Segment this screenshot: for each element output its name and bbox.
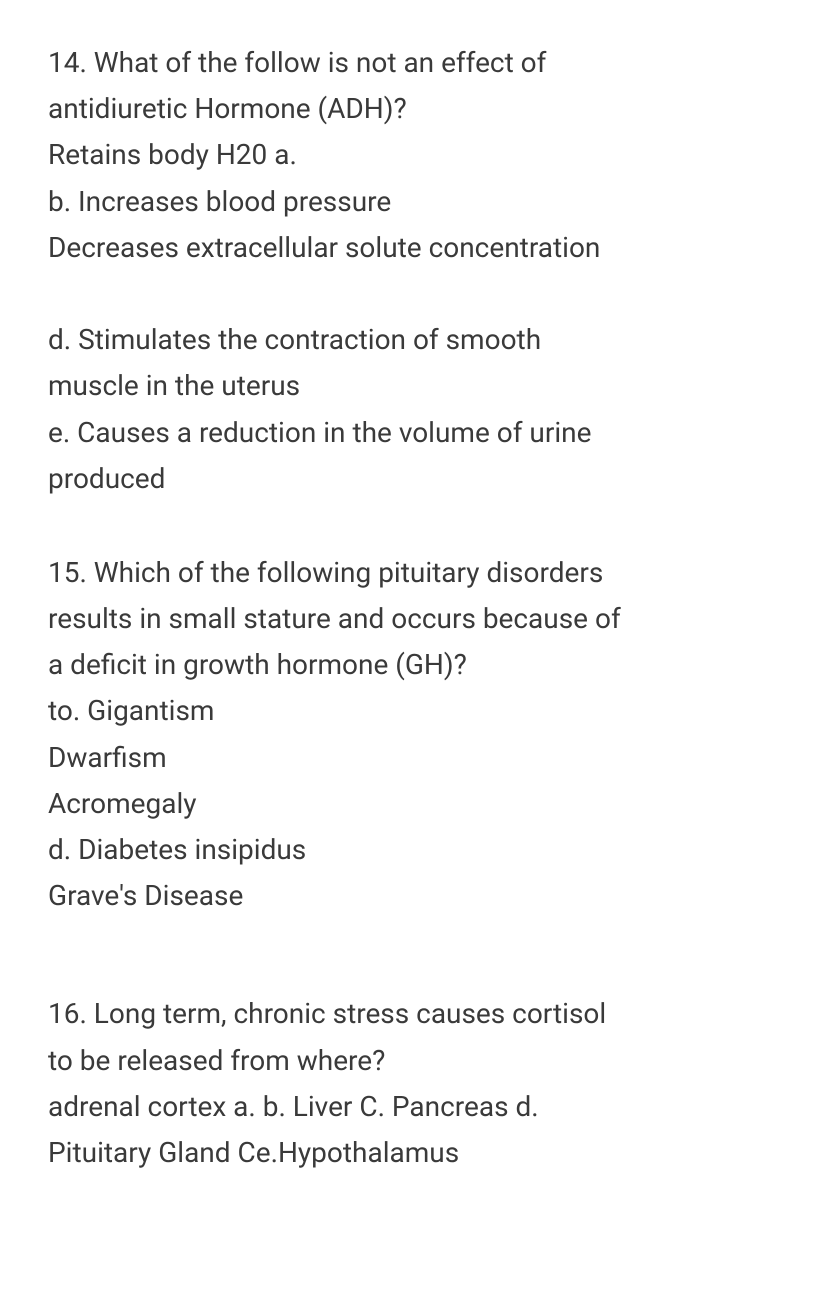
q14-line-1: 14. What of the follow is not an effect … [48, 40, 780, 86]
q14-option-c: Decreases extracellular solute concentra… [48, 225, 780, 271]
question-14: 14. What of the follow is not an effect … [48, 40, 780, 502]
question-15: 15. Which of the following pituitary dis… [48, 550, 780, 920]
q15-option-b: Dwarfism [48, 735, 780, 781]
q15-option-c: Acromegaly [48, 781, 780, 827]
q15-line-1: 15. Which of the following pituitary dis… [48, 550, 780, 596]
q14-blank [48, 271, 780, 317]
q15-line-2: results in small stature and occurs beca… [48, 596, 780, 642]
q15-option-a: to. Gigantism [48, 688, 780, 734]
q14-option-e-2: produced [48, 456, 780, 502]
q14-option-a: Retains body H20 a. [48, 132, 780, 178]
q16-line-2: to be released from where? [48, 1038, 780, 1084]
q15-option-d: d. Diabetes insipidus [48, 827, 780, 873]
q15-option-e: Grave's Disease [48, 873, 780, 919]
q16-options-1: adrenal cortex a. b. Liver C. Pancreas d… [48, 1084, 780, 1130]
q16-line-1: 16. Long term, chronic stress causes cor… [48, 991, 780, 1037]
q15-line-3: a deficit in growth hormone (GH)? [48, 642, 780, 688]
q14-line-2: antidiuretic Hormone (ADH)? [48, 86, 780, 132]
q14-option-d-2: muscle in the uterus [48, 363, 780, 409]
q14-option-e-1: e. Causes a reduction in the volume of u… [48, 410, 780, 456]
q16-options-2: Pituitary Gland Ce.Hypothalamus [48, 1130, 780, 1176]
q14-option-d-1: d. Stimulates the contraction of smooth [48, 317, 780, 363]
q14-option-b: b. Increases blood pressure [48, 179, 780, 225]
question-16: 16. Long term, chronic stress causes cor… [48, 991, 780, 1176]
